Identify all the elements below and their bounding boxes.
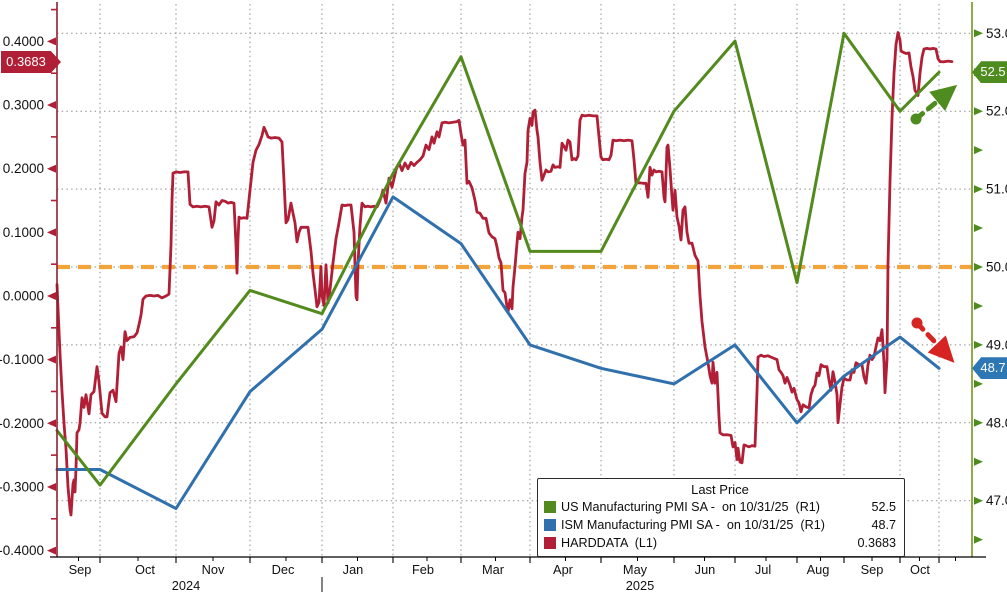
harddata-color-chip bbox=[544, 537, 556, 549]
svg-text:Sep: Sep bbox=[69, 562, 92, 577]
right-axis: 53.0 52.0 51.0 50.0 49.0 48.0 47.0 bbox=[974, 26, 1007, 544]
svg-text:Aug: Aug bbox=[807, 562, 830, 577]
svg-text:Oct: Oct bbox=[135, 562, 155, 577]
legend-item-label: ISM Manufacturing PMI SA - on 10/31/25 (… bbox=[561, 518, 825, 532]
us-pmi-line bbox=[55, 31, 941, 487]
ism-pmi-last-price-badge: 48.7 bbox=[972, 357, 1007, 380]
legend-item-label: US Manufacturing PMI SA - on 10/31/25 (R… bbox=[561, 500, 820, 514]
axes bbox=[50, 2, 986, 558]
downtrend-arrow bbox=[911, 317, 955, 363]
legend-title: Last Price bbox=[691, 482, 749, 497]
svg-text:Dec: Dec bbox=[272, 562, 295, 577]
svg-text:-0.4000: -0.4000 bbox=[0, 543, 44, 558]
svg-text:Mar: Mar bbox=[482, 562, 505, 577]
legend-item-ism-pmi[interactable]: ISM Manufacturing PMI SA - on 10/31/25 (… bbox=[544, 516, 896, 534]
svg-text:2025: 2025 bbox=[626, 578, 654, 593]
svg-text:2024: 2024 bbox=[172, 578, 200, 593]
us-pmi-series bbox=[55, 31, 941, 487]
svg-text:53.0: 53.0 bbox=[986, 26, 1007, 41]
svg-text:0.3000: 0.3000 bbox=[3, 98, 44, 113]
legend-item-us-pmi[interactable]: US Manufacturing PMI SA - on 10/31/25 (R… bbox=[544, 498, 896, 516]
svg-text:49.0: 49.0 bbox=[986, 337, 1007, 352]
harddata-line bbox=[55, 31, 954, 517]
svg-text:0.4000: 0.4000 bbox=[3, 34, 44, 49]
svg-text:48.0: 48.0 bbox=[986, 415, 1007, 430]
svg-text:51.0: 51.0 bbox=[986, 182, 1007, 197]
legend-item-value: 48.7 bbox=[871, 518, 896, 532]
svg-text:-0.1000: -0.1000 bbox=[0, 352, 44, 367]
svg-text:0.2000: 0.2000 bbox=[3, 161, 44, 176]
legend-item-harddata[interactable]: HARDDATA (L1) 0.3683 bbox=[544, 534, 896, 552]
legend-item-label: HARDDATA (L1) bbox=[561, 536, 658, 550]
svg-text:Jul: Jul bbox=[755, 562, 771, 577]
uptrend-arrow bbox=[910, 84, 958, 125]
svg-text:50.0: 50.0 bbox=[986, 260, 1007, 275]
legend-item-value: 52.5 bbox=[871, 500, 896, 514]
svg-text:Oct: Oct bbox=[910, 562, 930, 577]
bottom-axis: Sep Oct Nov Dec Jan Feb Mar Apr May Jun Jul Aug Sep O… bbox=[69, 557, 956, 593]
harddata-last-price-badge: 0.3683 bbox=[1, 51, 61, 73]
ism-pmi-line bbox=[55, 195, 941, 510]
us-pmi-last-price-badge: 52.5 bbox=[972, 61, 1007, 84]
ism-pmi-color-chip bbox=[544, 519, 556, 531]
svg-text:Feb: Feb bbox=[412, 562, 434, 577]
legend-item-value: 0.3683 bbox=[857, 536, 896, 550]
svg-text:-0.3000: -0.3000 bbox=[0, 479, 44, 494]
ism-pmi-series bbox=[55, 195, 941, 510]
svg-text:Apr: Apr bbox=[553, 562, 574, 577]
left-axis: 0.4000 0.3000 0.2000 0.1000 0.0000 -0.1000 -0.… bbox=[0, 8, 57, 558]
us-pmi-color-chip bbox=[544, 501, 556, 513]
svg-text:0.0000: 0.0000 bbox=[3, 289, 44, 304]
svg-text:52.0: 52.0 bbox=[986, 104, 1007, 119]
svg-text:Jan: Jan bbox=[343, 562, 364, 577]
svg-text:-0.2000: -0.2000 bbox=[0, 416, 44, 431]
svg-text:May: May bbox=[623, 562, 648, 577]
svg-text:Nov: Nov bbox=[202, 562, 225, 577]
harddata-series bbox=[55, 31, 954, 517]
chart-legend: Last Price US Manufacturing PMI SA - on … bbox=[537, 478, 905, 557]
svg-text:Sep: Sep bbox=[861, 562, 884, 577]
svg-text:Jun: Jun bbox=[695, 562, 716, 577]
svg-text:47.0: 47.0 bbox=[986, 493, 1007, 508]
svg-text:0.1000: 0.1000 bbox=[3, 225, 44, 240]
